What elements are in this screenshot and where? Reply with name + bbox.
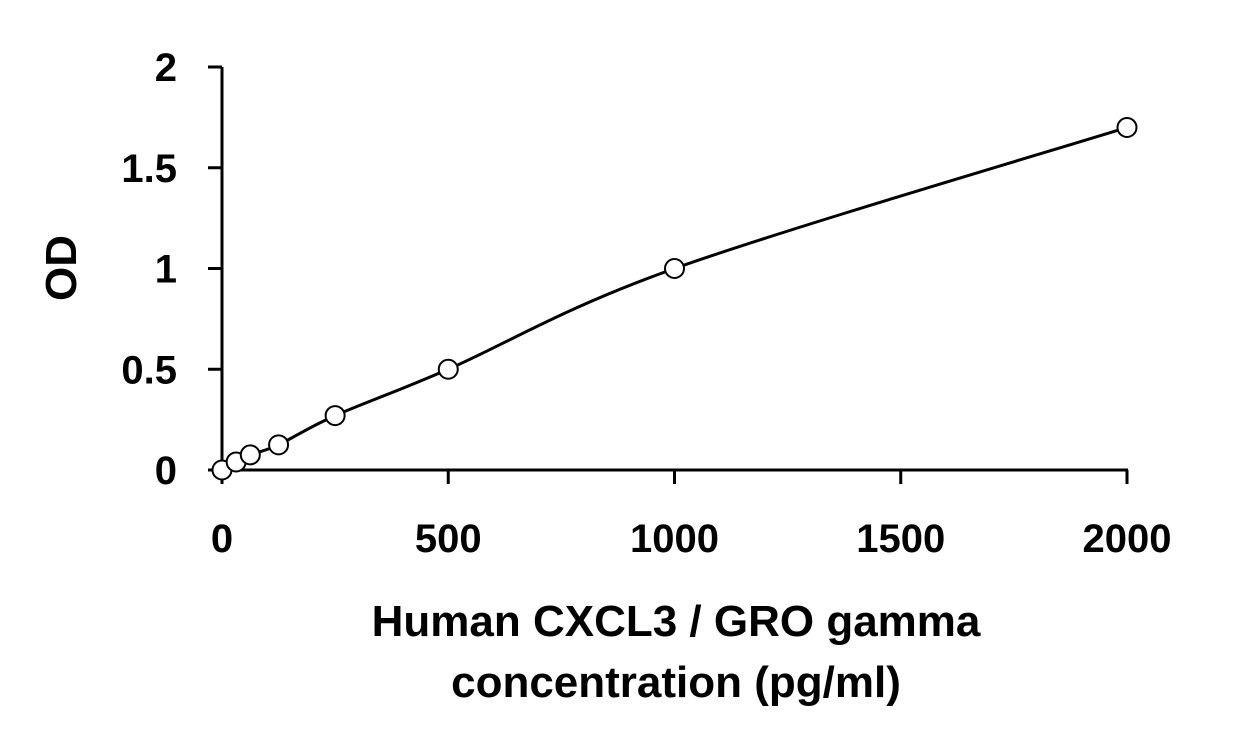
y-tick-label: 0	[155, 449, 177, 493]
data-point	[437, 358, 459, 380]
y-tick-label: 1.5	[121, 147, 177, 191]
y-tick-label: 2	[155, 46, 177, 90]
data-points	[211, 116, 1138, 481]
data-point	[324, 405, 346, 427]
fit-curve	[221, 126, 1128, 472]
x-axis-title-line-2: concentration (pg/ml)	[451, 658, 901, 707]
ticks: 0 0.5 1 1.5 2 0 500 1000 1500 2000	[121, 46, 1171, 561]
x-tick-label: 1500	[856, 517, 945, 561]
data-point	[1116, 116, 1138, 138]
x-axis-title-line-1: Human CXCL3 / GRO gamma	[372, 597, 981, 646]
x-tick-label: 0	[211, 517, 233, 561]
y-axis-title: OD	[37, 235, 86, 301]
y-tick-label: 0.5	[121, 348, 177, 392]
data-point	[239, 444, 261, 466]
fit-line-layer	[221, 126, 1128, 472]
y-tick-label: 1	[155, 248, 177, 292]
x-tick-label: 500	[415, 517, 482, 561]
data-point	[664, 258, 685, 279]
x-tick-label: 2000	[1083, 517, 1172, 561]
x-tick-label: 1000	[630, 517, 719, 561]
data-point	[268, 434, 290, 456]
